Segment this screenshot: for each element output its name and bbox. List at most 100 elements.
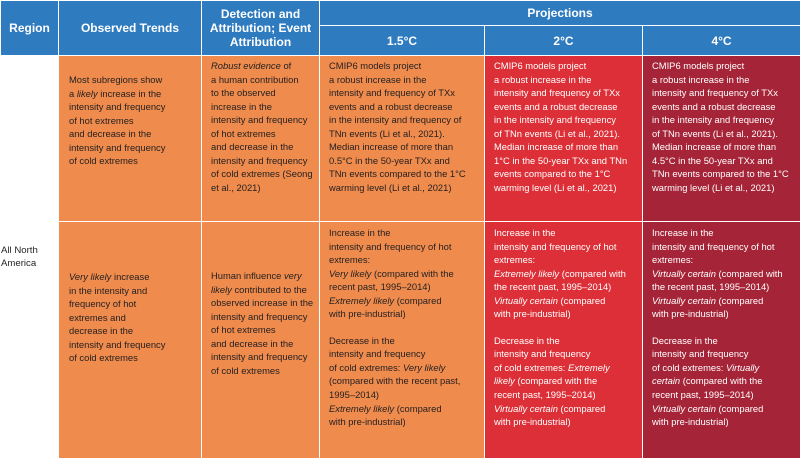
text-line: Virtually certain (compared [494,402,638,416]
text-line: 0.5°C in the 50-year TXx and [329,154,480,168]
text-line: extremes and [69,311,197,325]
text-line: Increase in the [329,226,480,240]
text-line: likely contributed to the [211,283,315,297]
text-line: in the intensity and frequency of [329,113,480,127]
text-line: Extremely likely (compared [329,402,480,416]
likelihood-term: Virtually certain [494,403,558,414]
text-line: intensity and frequency [69,338,197,352]
text-line: recent past, 1995–2014) [494,388,638,402]
projection-4c-cell: CMIP6 models project a robust increase i… [643,56,800,222]
text-line: with pre-industrial) [329,415,480,429]
text-line: intensity and frequency [211,350,315,364]
text-fragment: (compared [716,403,763,414]
text-line: 1°C in the 50-year TXx and TNn [494,154,638,168]
text-fragment: (compared with the [680,375,762,386]
text-line: of cold extremes (Seong [211,167,315,181]
text-line: intensity and frequency of TXx [329,86,480,100]
text-fragment: (compared [558,295,605,306]
likelihood-term: Virtually certain [652,295,716,306]
text-line: Human influence very [211,269,315,283]
text-line: to the observed [211,86,315,100]
text-line: and decrease in the [211,337,315,351]
text-line: a robust increase in the [652,73,796,87]
text-line: and decrease in the [69,127,197,141]
text-line: TNn events compared to the 1°C [329,167,480,181]
text-fragment: (compared [394,403,441,414]
text-line: Virtually certain (compared [652,402,796,416]
text-line: TNn events (Li et al., 2021). [329,127,480,141]
text-line: increase in the [211,100,315,114]
text-line: Most subregions show [69,73,197,87]
header-observed-trends: Observed Trends [59,1,202,56]
text-line: TNn events compared to the 1°C [652,167,796,181]
likelihood-term: Very likely [329,268,371,279]
text-line: extremes: [329,253,480,267]
text-line: frequency of hot [69,297,197,311]
text-line: of TNn events (Li et al., 2021). [494,127,638,141]
text-line: Virtually certain (compared [652,294,796,308]
text-line: in the intensity and [69,284,197,298]
text-fragment: (compared [558,403,605,414]
text-fragment: (compared with [559,268,626,279]
text-line: recent past, 1995–2014) [329,280,480,294]
text-line: a robust increase in the [494,73,638,87]
text-line: of hot extremes [211,127,315,141]
text-line: of hot extremes [211,323,315,337]
text-line: intensity and frequency [69,100,197,114]
text-line: with pre-industrial) [652,415,796,429]
region-cell: All North America [1,56,59,459]
text-line: intensity and frequency [494,347,638,361]
text-line: of cold extremes [69,351,197,365]
text-line: Increase in the [652,226,796,240]
header-detection-attribution: Detection and Attribution; Event Attribu… [202,1,320,56]
projection-1-5c-cell: CMIP6 models project a robust increase i… [320,56,485,222]
text-line: certain (compared with the [652,374,796,388]
text-line: warming level (Li et al., 2021) [329,181,480,195]
text-line: Decrease in the [329,334,480,348]
likelihood-term: Extremely likely [329,403,394,414]
text-line: CMIP6 models project [652,59,796,73]
text-line: Virtually certain (compared with [652,267,796,281]
text-line: in the intensity and frequency [494,113,638,127]
likelihood-term: Virtually certain [494,295,558,306]
text-line: intensity and frequency of TXx [652,86,796,100]
text-line: events and a robust decrease [652,100,796,114]
text-line: intensity and frequency [211,154,315,168]
text-line: decrease in the [69,324,197,338]
spacer [329,321,480,334]
text-line: Decrease in the [494,334,638,348]
text-line: a human contribution [211,73,315,87]
text-fragment: (compared with the [515,375,597,386]
text-line: with pre-industrial) [494,415,638,429]
projection-2c-cell: CMIP6 models project a robust increase i… [485,56,643,222]
text-line: Very likely (compared with the [329,267,480,281]
text-line: extremes: [652,253,796,267]
text-fragment: (compared with the [371,268,453,279]
likelihood-term: certain [652,375,680,386]
text-fragment: of cold extremes: [329,362,403,373]
text-line: CMIP6 models project [494,59,638,73]
region-name-line: All North [1,244,58,257]
projection-1-5c-cell: Increase in the intensity and frequency … [320,222,485,459]
text-line: intensity and frequency of TXx [494,86,638,100]
text-line: of cold extremes: Virtually [652,361,796,375]
text-line: of TNn events (Li et al., 2021). [652,127,796,141]
text-line: intensity and frequency of hot [494,240,638,254]
text-line: of hot extremes [69,114,197,128]
region-name-line: America [1,257,58,270]
text-fragment: (compared with [716,268,783,279]
likelihood-term: likely [494,375,515,386]
text-line: a likely increase in the [69,87,197,101]
header-detection-line: Attribution [202,35,319,49]
text-line: intensity and frequency [652,347,796,361]
projection-4c-cell: Increase in the intensity and frequency … [643,222,800,459]
text-line: CMIP6 models project [329,59,480,73]
text-line: intensity and frequency [211,113,315,127]
text-line: 1995–2014) [329,388,480,402]
spacer [494,321,638,334]
text-line: Extremely likely (compared [329,294,480,308]
detection-attribution-cell: Robust evidence of a human contribution … [202,56,320,222]
text-line: and decrease in the [211,140,315,154]
text-line: intensity and frequency of hot [652,240,796,254]
